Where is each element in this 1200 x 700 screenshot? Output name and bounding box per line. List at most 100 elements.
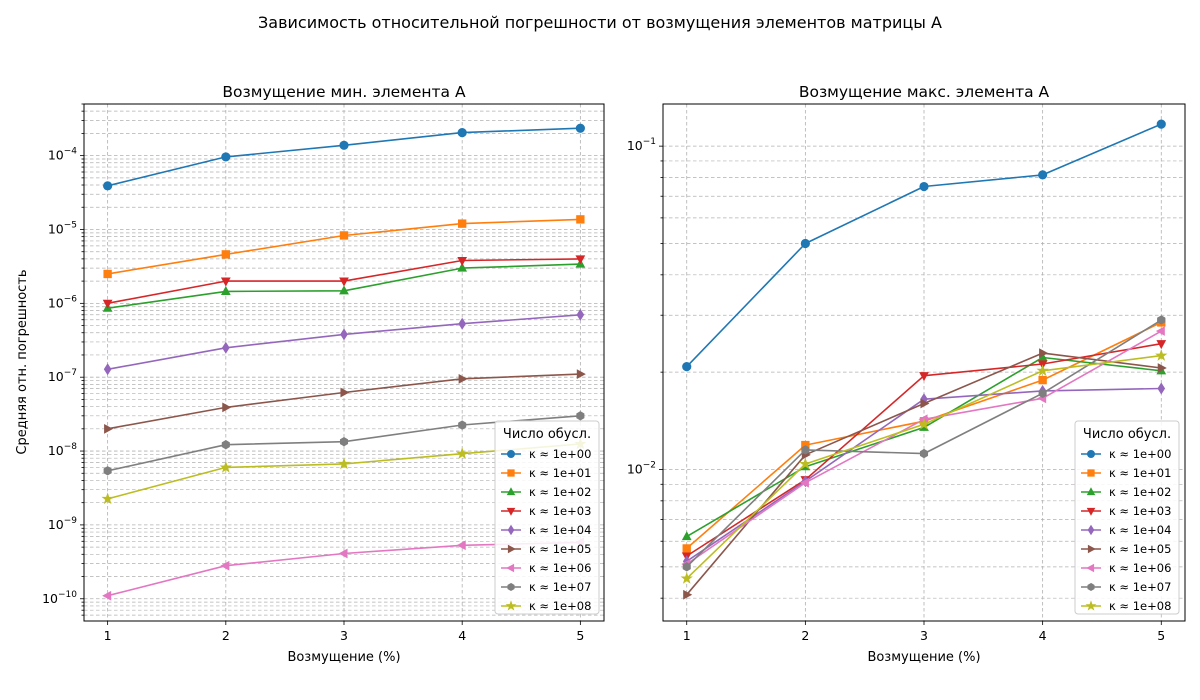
legend-marker: [1085, 600, 1097, 611]
data-point: [682, 562, 691, 572]
legend-item: κ ≈ 1e+04: [501, 523, 591, 537]
data-point: [102, 590, 112, 601]
x-axis-label: Возмущение (%): [867, 650, 980, 665]
legend-label: κ ≈ 1e+01: [529, 466, 591, 480]
legend-label: κ ≈ 1e+02: [1109, 485, 1171, 499]
legend-label: κ ≈ 1e+02: [529, 485, 591, 499]
legend-box: [494, 420, 600, 615]
data-point: [458, 317, 467, 330]
legend-marker: [1086, 563, 1095, 573]
legend-item: κ ≈ 1e+00: [501, 447, 591, 461]
legend-marker: [1087, 469, 1095, 477]
data-point: [102, 299, 113, 309]
y-tick-label: 10−1: [627, 137, 656, 153]
legend-marker: [1086, 507, 1096, 516]
legend-label: κ ≈ 1e+00: [529, 447, 591, 461]
data-point: [458, 420, 467, 430]
data-point: [221, 440, 230, 450]
data-point: [456, 540, 466, 551]
legend-item: κ ≈ 1e+03: [501, 504, 591, 518]
chart-title: Возмущение мин. элемента A: [222, 83, 466, 101]
data-point: [457, 256, 468, 266]
x-tick-label: 4: [1039, 628, 1047, 643]
legend-item: κ ≈ 1e+07: [1081, 580, 1171, 594]
data-point: [576, 215, 585, 224]
chart-max-element: Возмущение макс. элемента A Возмущение (…: [627, 83, 1186, 665]
data-point: [917, 417, 931, 430]
data-point: [339, 277, 349, 287]
legend-title: Число обусл.: [503, 427, 591, 442]
chart-min-element: Возмущение мин. элемента A Возмущение (%…: [15, 83, 605, 665]
legend-label: κ ≈ 1e+08: [529, 599, 591, 613]
legend-item: κ ≈ 1e+02: [501, 485, 591, 499]
data-point: [340, 387, 350, 398]
data-point: [339, 437, 349, 447]
x-tick-label: 4: [458, 628, 466, 643]
data-point: [222, 402, 232, 413]
data-point: [1156, 340, 1167, 350]
legend-marker: [507, 469, 515, 477]
data-point: [919, 181, 929, 192]
x-tick-label: 2: [222, 628, 230, 643]
plot-series: [101, 123, 587, 601]
data-point: [104, 423, 114, 434]
legend-marker: [1087, 582, 1095, 592]
chart-title: Возмущение макс. элемента A: [799, 83, 1050, 101]
data-point: [1157, 363, 1167, 373]
y-tick-label: 10−10: [42, 590, 77, 606]
data-point: [576, 411, 585, 421]
legend-label: κ ≈ 1e+04: [1109, 523, 1171, 537]
data-point: [221, 341, 230, 354]
legend-label: κ ≈ 1e+05: [529, 542, 591, 556]
data-point: [800, 238, 810, 249]
series-0: [682, 119, 1166, 372]
data-point: [1155, 326, 1165, 336]
y-tick-label: 10−7: [48, 368, 77, 384]
data-point: [1038, 388, 1047, 399]
data-point: [457, 127, 467, 138]
data-point: [220, 285, 231, 295]
legend-label: κ ≈ 1e+04: [529, 523, 591, 537]
data-point: [1157, 382, 1166, 395]
legend-item: κ ≈ 1e+00: [1081, 447, 1171, 461]
data-point: [339, 231, 349, 240]
legend-item: κ ≈ 1e+06: [501, 561, 591, 575]
x-tick-label: 2: [801, 628, 809, 643]
data-point: [220, 560, 230, 571]
data-point: [1155, 349, 1168, 361]
x-tick-label: 1: [683, 628, 691, 643]
x-tick-label: 3: [340, 628, 348, 643]
legend-label: κ ≈ 1e+08: [1109, 599, 1171, 613]
data-point: [456, 447, 469, 459]
data-point: [683, 589, 693, 600]
legend-item: κ ≈ 1e+05: [501, 542, 591, 556]
legend-marker: [1087, 544, 1096, 554]
data-point: [101, 492, 114, 505]
y-tick-label: 10−5: [48, 220, 77, 236]
legend-label: κ ≈ 1e+01: [1109, 466, 1171, 480]
data-point: [103, 181, 113, 191]
legend-item: κ ≈ 1e+01: [501, 466, 591, 480]
data-point: [1036, 364, 1049, 376]
data-point: [458, 373, 468, 384]
data-point: [337, 457, 351, 470]
legend-item: κ ≈ 1e+02: [1081, 485, 1171, 499]
legend-label: κ ≈ 1e+06: [529, 561, 591, 575]
data-point: [339, 285, 349, 295]
y-axis-label: Средняя отн. погрешность: [15, 269, 30, 454]
plot-series: [680, 119, 1168, 600]
legend-item: κ ≈ 1e+04: [1081, 523, 1171, 537]
x-tick-label: 3: [920, 628, 928, 643]
legend-marker: [507, 524, 515, 536]
y-tick-label: 10−4: [48, 147, 77, 163]
data-point: [221, 250, 230, 259]
data-point: [219, 460, 232, 473]
legend-marker: [505, 600, 517, 611]
legend-marker: [507, 544, 516, 554]
legend-marker: [1086, 487, 1096, 496]
y-tick-label: 10−6: [48, 294, 77, 310]
data-point: [1039, 348, 1049, 359]
legend-label: κ ≈ 1e+06: [1109, 561, 1171, 575]
legend-label: κ ≈ 1e+00: [1109, 447, 1171, 461]
